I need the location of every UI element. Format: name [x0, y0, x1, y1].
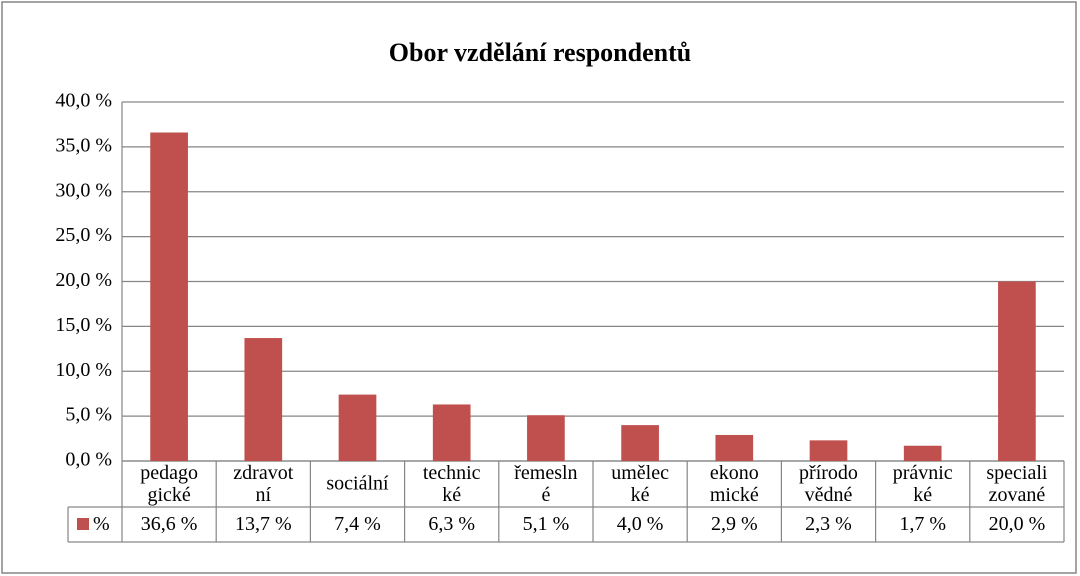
x-tick-label: speciali zované	[986, 462, 1048, 506]
y-tick-label: 15,0 %	[55, 314, 112, 336]
data-label: 5,1 %	[523, 513, 570, 535]
y-tick-label: 25,0 %	[55, 224, 112, 246]
y-tick-label: 10,0 %	[55, 359, 112, 381]
bar	[715, 434, 754, 461]
chart-title: Obor vzdělání respondentů	[389, 38, 691, 67]
bar	[621, 425, 659, 461]
x-tick-label: pedago gické	[140, 462, 198, 506]
x-tick-label: přírodo vědné	[799, 462, 858, 506]
y-tick-label: 35,0 %	[55, 134, 112, 156]
data-label: 20,0 %	[989, 513, 1046, 535]
x-tick-label: zdravot ní	[233, 462, 293, 506]
bar	[903, 445, 942, 461]
x-tick-label: právnic ké	[893, 462, 953, 506]
bar	[998, 281, 1036, 461]
data-label: 2,3 %	[805, 513, 852, 535]
x-tick-label: ekono mické	[710, 462, 759, 506]
y-tick-label: 30,0 %	[55, 179, 112, 201]
bar	[244, 338, 283, 461]
bar	[150, 132, 188, 461]
x-tick-label: umělec ké	[611, 462, 669, 506]
legend-label: %	[93, 513, 110, 535]
data-label: 6,3 %	[428, 513, 475, 535]
bar	[527, 415, 565, 461]
legend-key	[77, 518, 89, 530]
bar	[809, 440, 848, 461]
y-tick-label: 0,0 %	[65, 449, 112, 471]
x-tick-label: technic ké	[423, 462, 481, 506]
data-label: 36,6 %	[141, 513, 198, 535]
data-label: 2,9 %	[711, 513, 758, 535]
x-tick-label: řemesln é	[514, 462, 577, 506]
y-tick-label: 20,0 %	[55, 269, 112, 291]
y-tick-label: 40,0 %	[55, 90, 112, 112]
bar	[432, 404, 471, 461]
data-label: 1,7 %	[899, 513, 946, 535]
x-tick-label: sociální	[326, 473, 389, 495]
y-tick-label: 5,0 %	[65, 404, 112, 426]
data-label: 13,7 %	[235, 513, 292, 535]
data-label: 4,0 %	[617, 513, 664, 535]
data-label: 7,4 %	[334, 513, 381, 535]
bar	[338, 394, 377, 461]
